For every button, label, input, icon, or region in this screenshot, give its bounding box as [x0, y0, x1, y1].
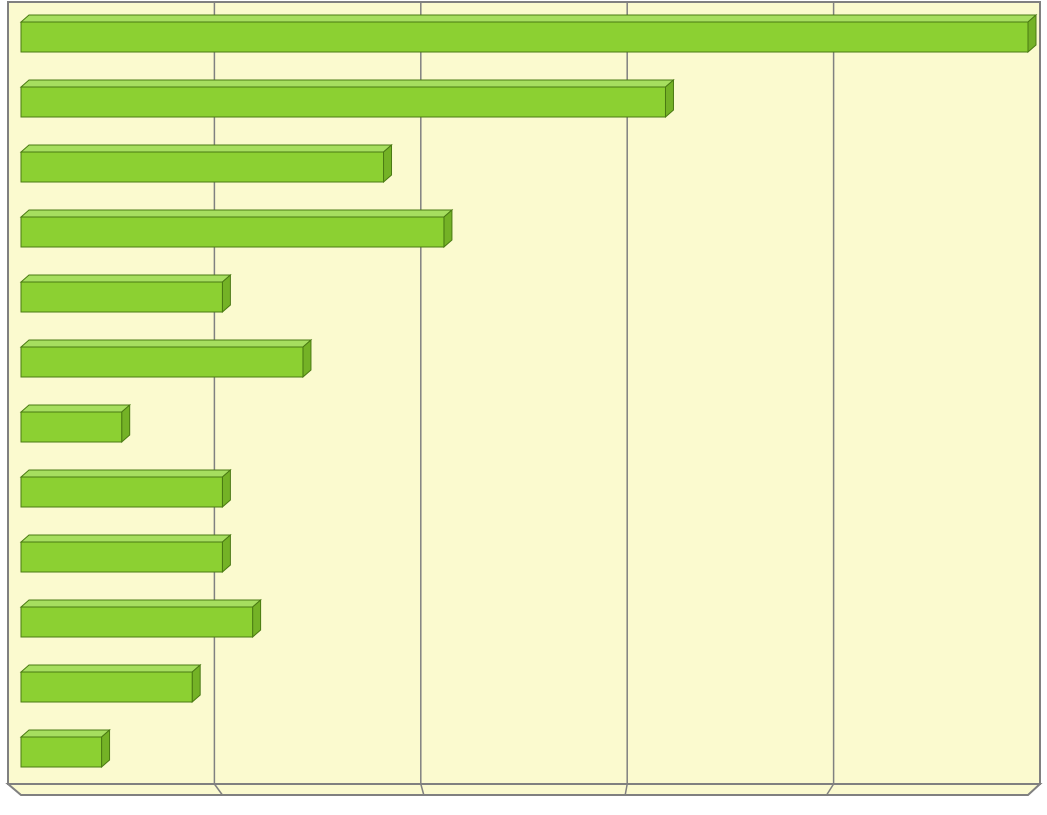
- bar-row-9: [21, 542, 222, 572]
- bar-row-5: [21, 282, 222, 312]
- bar-row-7: [21, 412, 122, 442]
- bar-row-11: [21, 672, 192, 702]
- plot-area: [21, 0, 1028, 795]
- bar-row-8: [21, 477, 222, 507]
- bar-row-10: [21, 607, 253, 637]
- bar-row-2: [21, 87, 665, 117]
- bar-row-12: [21, 737, 102, 767]
- bar-row-4: [21, 217, 444, 247]
- bar-row-6: [21, 347, 303, 377]
- bar-row-1: [21, 22, 1028, 52]
- bar-row-3: [21, 152, 384, 182]
- horizontal-3d-bar-chart: [0, 0, 1047, 815]
